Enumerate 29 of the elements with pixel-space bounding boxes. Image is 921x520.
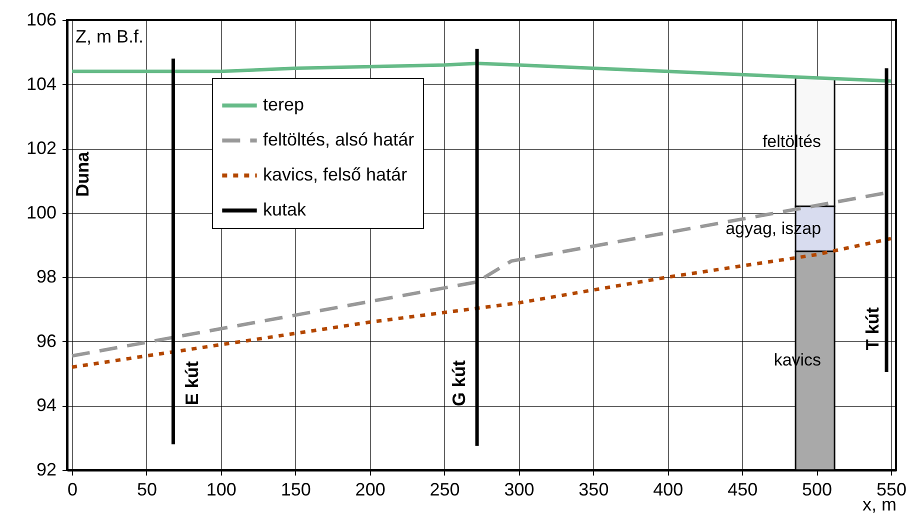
x-tick-label: 0	[67, 480, 78, 500]
y-tick-label: 106	[26, 10, 56, 30]
y-tick-label: 102	[26, 138, 56, 158]
x-tick-label: 300	[504, 480, 534, 500]
y-tick-label: 94	[36, 395, 56, 416]
annotation: G kút	[448, 360, 469, 406]
y-tick-label: 92	[36, 460, 56, 480]
x-tick-label: 200	[355, 480, 386, 500]
x-tick-label: 150	[280, 480, 311, 500]
annotation: T kút	[862, 307, 883, 350]
x-tick-label: 50	[136, 480, 157, 500]
legend-label: feltöltés, alsó határ	[263, 130, 414, 150]
y-axis-title: Z, m B.f.	[76, 26, 144, 46]
y-tick-label: 100	[26, 202, 56, 222]
y-tick-label: 104	[26, 74, 56, 94]
annotation: E kút	[182, 361, 202, 406]
x-tick-label: 250	[430, 480, 460, 500]
annotation: Duna	[72, 150, 93, 197]
x-tick-label: 450	[728, 480, 758, 500]
legend-label: kavics, felső határ	[263, 164, 408, 184]
y-tick-label: 96	[36, 330, 56, 351]
legend-label: terep	[263, 94, 304, 114]
x-tick-label: 350	[578, 480, 609, 500]
line-series	[70, 62, 893, 83]
x-tick-label: 400	[653, 480, 684, 500]
y-tick-label: 98	[36, 266, 56, 287]
x-tick-label: 500	[802, 480, 832, 500]
legend-label: kutak	[263, 200, 308, 220]
x-tick-label: 100	[206, 480, 236, 500]
